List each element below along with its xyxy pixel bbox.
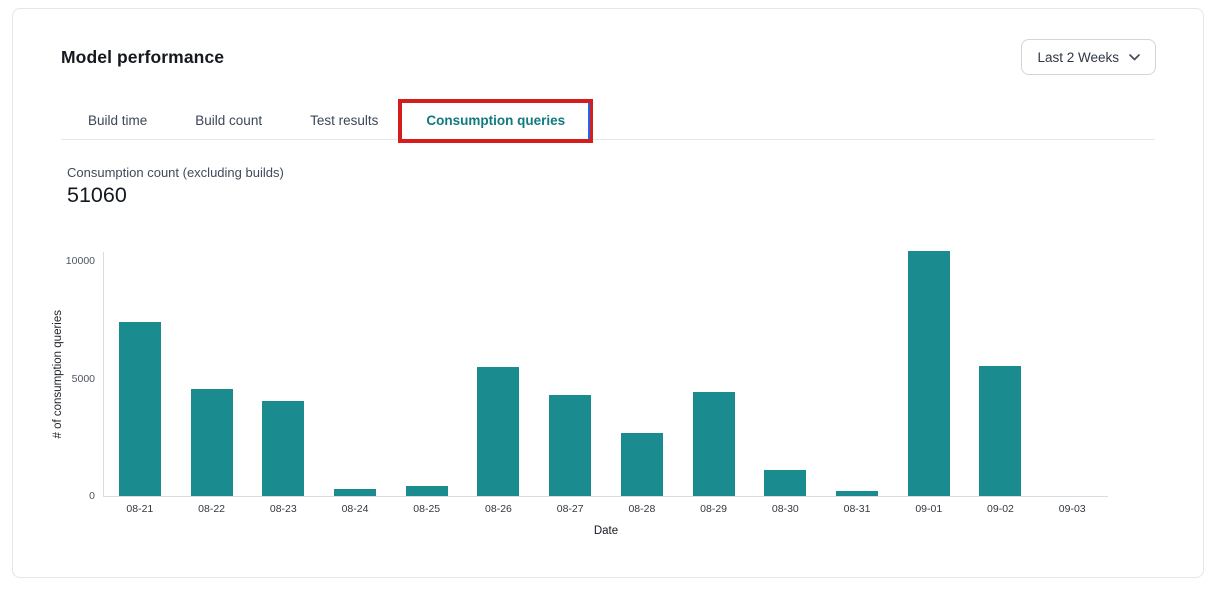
date-range-dropdown[interactable]: Last 2 Weeks bbox=[1021, 39, 1156, 75]
x-tick-label: 08-31 bbox=[843, 503, 871, 515]
tab-bar: Build time Build count Test results Consump… bbox=[61, 99, 1155, 143]
y-tick-label: 10000 bbox=[65, 255, 95, 267]
y-tick-label: 5000 bbox=[71, 372, 95, 385]
card-header: Model performance Last 2 Weeks bbox=[13, 9, 1203, 75]
x-axis-ticks: 08-21 08-22 08-23 08-24 08-25 08-26 08-27 08-28… bbox=[104, 503, 1108, 515]
bar-08-30[interactable] bbox=[764, 469, 807, 496]
metric-value: 51060 bbox=[67, 183, 127, 207]
bar-08-27[interactable] bbox=[549, 394, 592, 496]
x-tick-label: 09-01 bbox=[915, 503, 943, 515]
tab-build-count[interactable]: Build count bbox=[195, 113, 263, 128]
plot-area: # of consumption queries 0 5000 10000 08-2… bbox=[52, 251, 1108, 537]
x-tick-label: 08-21 bbox=[126, 503, 154, 515]
model-performance-card: Model performance Last 2 Weeks Build tim… bbox=[12, 8, 1204, 578]
bar-series bbox=[104, 251, 1108, 496]
y-axis-label: # of consumption queries bbox=[52, 309, 64, 439]
consumption-queries-chart: # of consumption queries 0 5000 10000 08-2… bbox=[13, 208, 1203, 553]
bar-slot bbox=[893, 251, 965, 496]
bar-slot bbox=[463, 252, 535, 496]
x-tick-label: 08-25 bbox=[413, 503, 441, 515]
bar-slot bbox=[104, 252, 176, 496]
bar-slot bbox=[319, 252, 391, 496]
y-tick-label: 0 bbox=[89, 490, 95, 502]
bar-slot bbox=[534, 252, 606, 496]
x-tick-label: 08-24 bbox=[341, 503, 369, 515]
x-axis-label: Date bbox=[593, 525, 619, 537]
bar-slot bbox=[821, 252, 893, 496]
chevron-down-icon bbox=[1129, 53, 1140, 61]
x-tick-label: 08-29 bbox=[700, 503, 728, 515]
active-tab-focus-line bbox=[588, 103, 591, 139]
tab-test-results[interactable]: Test results bbox=[310, 113, 379, 128]
bar-08-21[interactable] bbox=[118, 322, 161, 496]
bar-08-23[interactable] bbox=[262, 401, 305, 496]
x-tick-label: 09-03 bbox=[1058, 503, 1086, 515]
x-tick-label: 08-23 bbox=[269, 503, 297, 515]
metric-label: Consumption count (excluding builds) bbox=[67, 165, 284, 180]
metric-block: Consumption count (excluding builds) 510… bbox=[67, 165, 1203, 208]
tab-consumption-queries[interactable]: Consumption queries bbox=[398, 99, 594, 143]
bar-09-01[interactable] bbox=[907, 251, 950, 496]
page-title: Model performance bbox=[61, 46, 225, 67]
bar-slot bbox=[749, 252, 821, 496]
bar-slot bbox=[678, 252, 750, 496]
bar-slot bbox=[176, 252, 248, 496]
bar-09-02[interactable] bbox=[979, 365, 1022, 496]
x-tick-label: 08-26 bbox=[485, 503, 512, 515]
date-range-value: Last 2 Weeks bbox=[1037, 49, 1119, 65]
bar-08-29[interactable] bbox=[692, 391, 735, 496]
bar-slot bbox=[1036, 252, 1108, 496]
bar-slot bbox=[606, 252, 678, 496]
tab-build-time[interactable]: Build time bbox=[88, 113, 148, 128]
x-tick-label: 08-22 bbox=[198, 503, 225, 515]
bar-08-28[interactable] bbox=[620, 433, 663, 496]
bar-slot bbox=[965, 252, 1037, 496]
bar-08-26[interactable] bbox=[477, 367, 520, 496]
x-tick-label: 08-30 bbox=[771, 503, 799, 515]
x-tick-label: 09-02 bbox=[987, 503, 1014, 515]
bar-08-31[interactable] bbox=[836, 491, 879, 496]
bar-08-22[interactable] bbox=[190, 389, 233, 496]
x-tick-label: 08-27 bbox=[556, 503, 584, 515]
bar-08-25[interactable] bbox=[405, 485, 448, 496]
bar-slot bbox=[247, 252, 319, 496]
y-axis-title: # of consumption queries bbox=[52, 252, 64, 496]
bar-slot bbox=[391, 252, 463, 496]
bar-08-24[interactable] bbox=[334, 488, 377, 496]
x-tick-label: 08-28 bbox=[628, 503, 656, 515]
